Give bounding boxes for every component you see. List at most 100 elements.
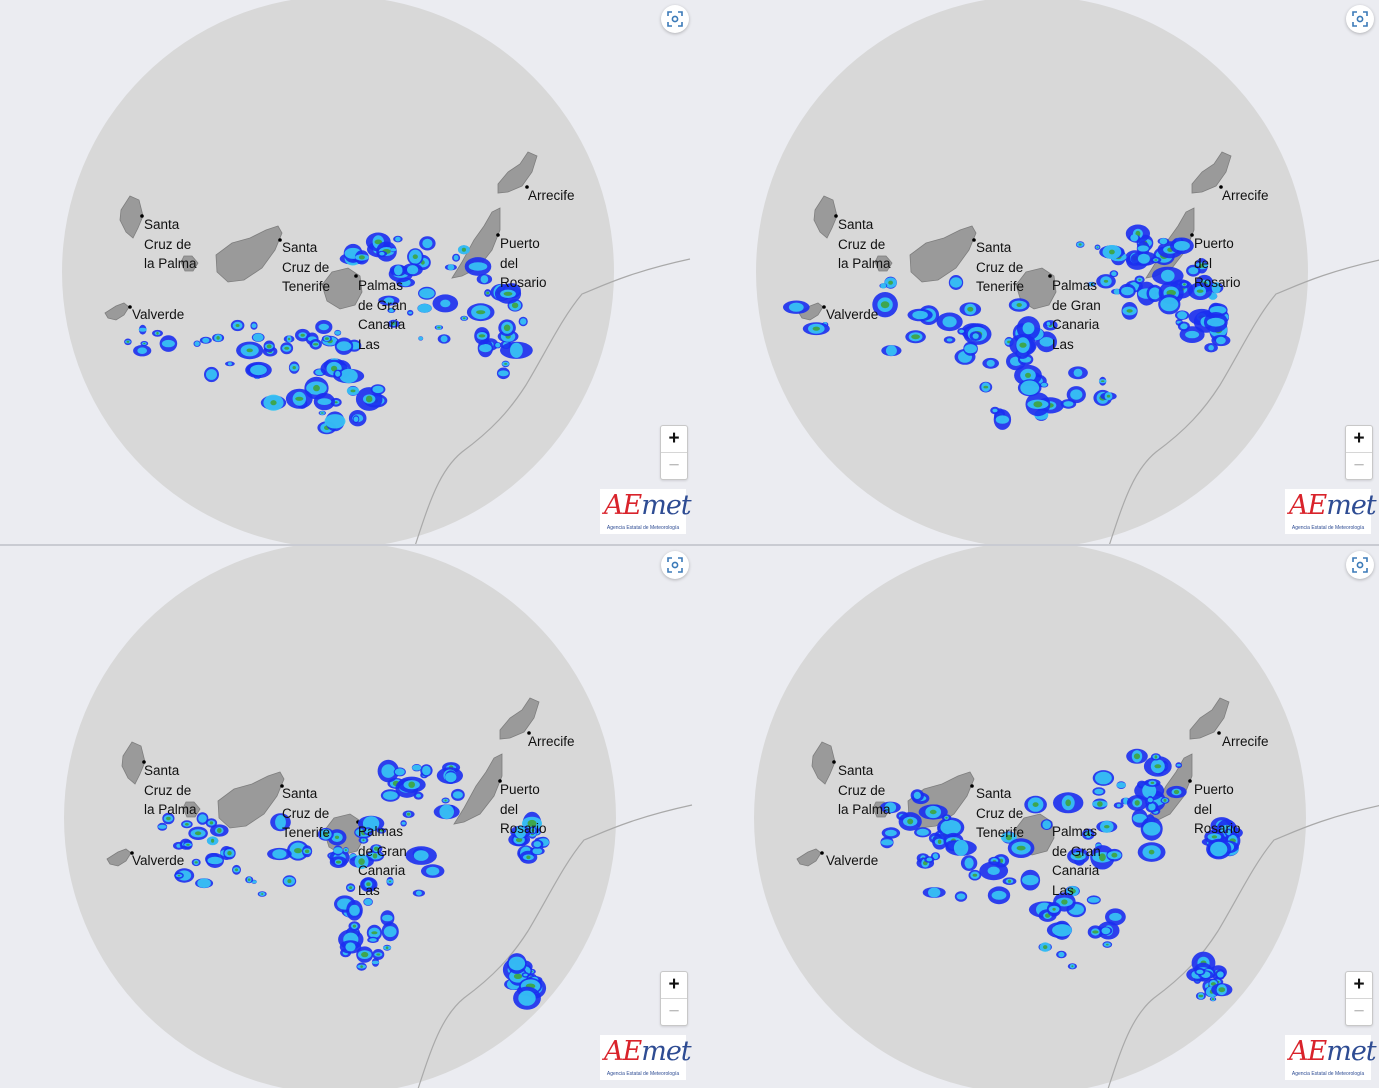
- precip-echo: [1086, 832, 1090, 836]
- precip-echo: [1116, 803, 1121, 808]
- radar-map[interactable]: [2, 546, 694, 1088]
- precip-echo: [1211, 282, 1221, 294]
- label-puerto-del-rosario: Puerto del Rosario: [500, 782, 547, 836]
- fit-view-button[interactable]: [661, 5, 689, 33]
- precip-echo: [437, 326, 441, 329]
- precip-echo: [444, 799, 447, 802]
- precip-echo: [371, 960, 380, 965]
- precip-echo: [1133, 753, 1141, 760]
- precip-echo: [261, 893, 264, 895]
- precip-echo: [369, 938, 377, 942]
- precip-echo: [1217, 971, 1224, 978]
- precip-echo: [353, 416, 359, 422]
- precip-echo: [1196, 969, 1204, 974]
- precip-echo: [440, 335, 448, 343]
- precip-echo: [1113, 288, 1121, 295]
- precip-echo: [361, 951, 369, 958]
- precip-echo: [137, 347, 147, 355]
- precip-echo: [1074, 854, 1082, 859]
- precip-echo: [216, 336, 220, 340]
- radar-panel-1[interactable]: Santa Cruz de la Palma Santa Cruz de Ten…: [0, 0, 694, 544]
- precip-echo: [395, 236, 401, 242]
- label-santa-cruz-la-palma: Santa Cruz de la Palma: [144, 763, 197, 817]
- precip-echo: [515, 825, 526, 839]
- precip-echo: [1150, 781, 1155, 784]
- precip-echo: [345, 942, 356, 952]
- label-las-palmas: Palmas de Gran Canaria Las: [1052, 278, 1101, 352]
- precip-echo: [1052, 907, 1056, 911]
- aemet-logo-mark: AEmet: [1289, 490, 1377, 521]
- radar-map[interactable]: [694, 0, 1379, 544]
- precip-echo: [385, 946, 389, 950]
- precip-echo: [412, 254, 418, 259]
- radar-map[interactable]: [0, 0, 694, 544]
- precip-echo: [408, 311, 413, 314]
- city-dot-santa-cruz-tenerife: [970, 784, 974, 788]
- precip-echo: [1173, 789, 1180, 795]
- precip-echo: [383, 926, 397, 938]
- fit-view-button[interactable]: [661, 551, 689, 579]
- precip-echo: [533, 841, 541, 848]
- label-santa-cruz-tenerife: Santa Cruz de Tenerife: [282, 786, 331, 840]
- precip-echo: [408, 781, 416, 788]
- precip-echo: [452, 791, 463, 799]
- zoom-in-button[interactable]: +: [1353, 974, 1365, 995]
- precip-echo: [972, 333, 979, 339]
- zoom-in-button[interactable]: +: [668, 428, 680, 449]
- precip-echo: [486, 291, 490, 295]
- island-la-palma: [813, 195, 838, 239]
- precip-echo: [235, 868, 238, 872]
- precip-echo: [313, 384, 320, 392]
- precip-echo: [1032, 802, 1039, 807]
- precip-echo: [1071, 965, 1074, 968]
- precip-echo: [498, 370, 509, 377]
- precip-echo: [911, 334, 920, 340]
- precip-echo: [336, 341, 352, 352]
- fit-view-button[interactable]: [1346, 551, 1374, 579]
- africa-coastline: [1107, 805, 1379, 1088]
- aemet-logo-mark: AEmet: [604, 490, 692, 521]
- radar-map[interactable]: [694, 546, 1379, 1088]
- precip-echo: [1148, 849, 1155, 855]
- radar-panel-2[interactable]: Santa Cruz de la Palma Santa Cruz de Ten…: [694, 0, 1379, 544]
- radar-panel-3[interactable]: Santa Cruz de la Palma Santa Cruz de Ten…: [0, 546, 694, 1088]
- city-dot-valverde: [130, 851, 134, 855]
- precip-echo: [422, 765, 431, 776]
- focus-icon: [1352, 557, 1368, 573]
- precip-echo: [1105, 943, 1109, 946]
- precip-echo: [390, 248, 397, 252]
- precip-echo: [880, 283, 887, 289]
- zoom-out-button[interactable]: −: [661, 452, 687, 479]
- precip-echo: [932, 853, 939, 860]
- precip-echo: [349, 886, 353, 889]
- precip-echo: [349, 904, 360, 916]
- precip-echo: [527, 819, 537, 827]
- precip-echo: [206, 369, 217, 380]
- zoom-out-button[interactable]: −: [1346, 452, 1372, 479]
- precip-echo: [415, 890, 422, 896]
- precip-echo: [1173, 241, 1190, 251]
- precip-echo: [287, 337, 291, 341]
- precip-echo: [1211, 835, 1218, 839]
- precip-echo: [158, 824, 167, 829]
- fit-view-button[interactable]: [1346, 5, 1374, 33]
- precip-echo: [372, 853, 378, 859]
- precip-echo: [1041, 382, 1048, 387]
- precip-echo: [964, 857, 974, 869]
- precip-echo: [156, 331, 159, 335]
- label-arrecife: Arrecife: [528, 188, 575, 203]
- precip-echo: [515, 837, 523, 843]
- zoom-in-button[interactable]: +: [1353, 428, 1365, 449]
- zoom-out-button[interactable]: −: [1346, 998, 1372, 1025]
- city-dot-valverde: [820, 851, 824, 855]
- zoom-in-button[interactable]: +: [668, 974, 680, 995]
- precip-echo: [143, 342, 146, 345]
- zoom-out-button[interactable]: −: [661, 998, 687, 1025]
- precipitation-layer: [880, 748, 1243, 1002]
- precip-echo: [323, 832, 328, 837]
- precip-echo: [478, 334, 486, 338]
- radar-panel-4[interactable]: Santa Cruz de la Palma Santa Cruz de Ten…: [694, 546, 1379, 1088]
- precip-echo: [412, 764, 422, 771]
- aemet-logo-subtitle: Agencia Estatal de Meteorología: [1291, 1071, 1365, 1077]
- focus-icon: [667, 557, 683, 573]
